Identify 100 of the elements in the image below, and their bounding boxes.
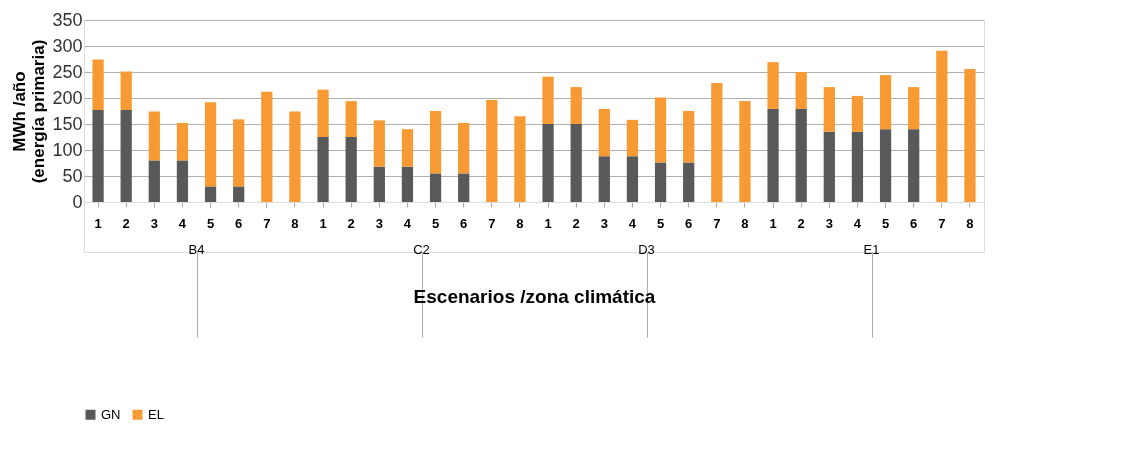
y-tick-label: 350 — [52, 9, 83, 30]
x-tick-label: 7 — [488, 215, 496, 231]
y-axis-title: MWh /año (energía primaria) — [10, 39, 49, 184]
bar — [401, 129, 414, 167]
y-tick-label: 50 — [62, 165, 83, 186]
x-tick-label: 1 — [544, 215, 552, 231]
x-tick-label: 4 — [628, 215, 637, 231]
x-tick-label: 8 — [516, 215, 524, 231]
bar — [767, 108, 779, 202]
x-tick-label: 8 — [741, 215, 749, 231]
x-tick-label: 7 — [263, 215, 271, 231]
y-tick-label: 0 — [72, 191, 83, 212]
bar — [767, 62, 779, 109]
bar — [908, 87, 920, 130]
bar — [626, 119, 639, 157]
legend-label: EL — [148, 406, 164, 422]
y-tick-label: 150 — [52, 113, 83, 134]
text: C2 — [413, 242, 430, 257]
x-tick-label: 5 — [431, 215, 440, 231]
x-tick-label: 5 — [206, 215, 215, 231]
x-tick-label: 3 — [825, 215, 833, 231]
x-tick-label: 2 — [797, 215, 805, 231]
x-tick-label: 6 — [910, 215, 918, 231]
bar — [879, 129, 892, 202]
bar — [373, 166, 385, 202]
text: B4 — [188, 242, 205, 257]
bar — [795, 72, 807, 109]
bar — [570, 124, 582, 202]
x-tick-label: 7 — [938, 215, 946, 231]
y-tick-label: 100 — [52, 139, 83, 160]
bar — [711, 82, 723, 202]
bar — [204, 186, 217, 202]
x-tick-label: 3 — [150, 215, 158, 231]
x-tick-label: 5 — [881, 215, 890, 231]
x-tick-label: 1 — [94, 215, 102, 231]
bar — [823, 87, 835, 132]
bar — [486, 100, 498, 202]
bar — [317, 89, 329, 137]
x-tick-label: 8 — [966, 215, 974, 231]
x-tick-label: 6 — [235, 215, 243, 231]
y-tick-label: 200 — [52, 87, 83, 108]
bar — [683, 162, 695, 202]
bar — [429, 111, 442, 174]
bar — [851, 131, 864, 202]
y-tick-label: 250 — [52, 61, 83, 82]
x-tick-label: 2 — [572, 215, 580, 231]
bar — [654, 97, 667, 163]
legend-label: GN — [101, 406, 121, 422]
x-tick-label: 8 — [291, 215, 299, 231]
bar — [148, 160, 160, 202]
bar — [92, 59, 104, 110]
x-tick-label: 2 — [347, 215, 355, 231]
x-tick-label: 4 — [178, 215, 187, 231]
bar — [148, 111, 160, 161]
bar — [598, 108, 610, 157]
bar — [289, 111, 301, 202]
bar — [823, 131, 835, 202]
x-tick-label: 7 — [713, 215, 721, 231]
x-tick-label: 5 — [656, 215, 665, 231]
bar — [261, 91, 273, 202]
bar — [542, 124, 554, 202]
bar — [120, 109, 132, 202]
bar — [851, 95, 864, 132]
bar — [345, 101, 357, 137]
bar — [654, 162, 667, 202]
x-axis-title: Escenarios /zona climática — [413, 286, 656, 307]
bar — [176, 160, 189, 202]
x-tick-label: 6 — [685, 215, 693, 231]
bar — [233, 186, 245, 202]
bar — [458, 122, 470, 174]
bar — [908, 129, 920, 202]
text: E1 — [863, 242, 880, 257]
bar — [429, 173, 442, 202]
bar — [345, 137, 357, 202]
bar — [598, 156, 610, 202]
bar — [683, 111, 695, 163]
bar — [795, 108, 807, 202]
bar — [176, 122, 189, 161]
x-tick-label: 3 — [600, 215, 608, 231]
bar — [120, 71, 132, 110]
x-tick-label: 1 — [319, 215, 327, 231]
bar — [204, 102, 217, 187]
bar — [233, 119, 245, 187]
bar — [373, 120, 385, 167]
x-tick-label: 3 — [375, 215, 383, 231]
bar — [458, 173, 470, 202]
y-tick-label: 300 — [52, 35, 83, 56]
bar — [936, 50, 948, 202]
bar — [514, 116, 526, 202]
bar — [401, 166, 414, 202]
bar — [964, 68, 976, 202]
bar — [739, 101, 751, 202]
bar — [92, 109, 104, 202]
bar — [570, 87, 582, 124]
x-tick-label: 6 — [460, 215, 468, 231]
text: D3 — [638, 242, 655, 257]
x-tick-label: 1 — [769, 215, 777, 231]
bar — [879, 75, 892, 130]
bar — [626, 156, 639, 202]
bar — [317, 137, 329, 202]
